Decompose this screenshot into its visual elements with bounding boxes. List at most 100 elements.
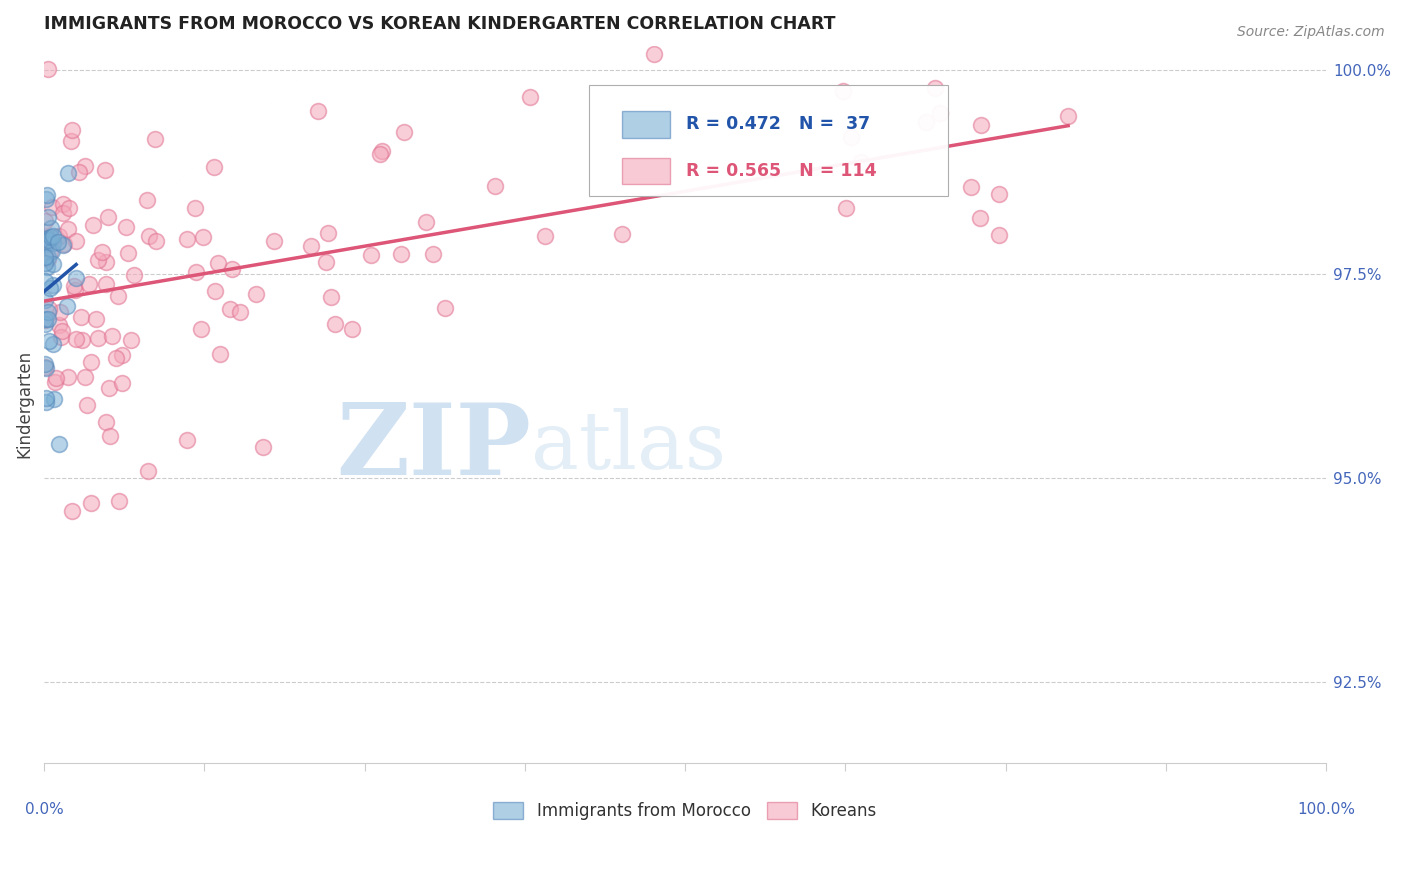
Point bbox=[263, 235, 285, 249]
Text: 100.0%: 100.0% bbox=[1298, 802, 1355, 817]
Point bbox=[38, 302, 60, 317]
Point bbox=[319, 290, 342, 304]
Point bbox=[44, 375, 66, 389]
Point bbox=[52, 238, 75, 252]
Point bbox=[39, 220, 62, 235]
Point bbox=[987, 186, 1010, 201]
Point bbox=[48, 436, 70, 450]
Point bbox=[299, 239, 322, 253]
Point bbox=[245, 287, 267, 301]
Point bbox=[82, 218, 104, 232]
Point bbox=[835, 201, 858, 215]
Point bbox=[60, 134, 83, 148]
Point bbox=[221, 261, 243, 276]
Point bbox=[34, 317, 56, 331]
Point bbox=[97, 210, 120, 224]
Point bbox=[45, 371, 67, 385]
Point bbox=[70, 310, 93, 324]
Text: R = 0.565   N = 114: R = 0.565 N = 114 bbox=[686, 161, 877, 180]
Point bbox=[34, 357, 56, 371]
Point bbox=[52, 206, 75, 220]
Point bbox=[108, 493, 131, 508]
Point bbox=[851, 155, 873, 169]
Point bbox=[190, 322, 212, 336]
Point bbox=[51, 330, 73, 344]
Point bbox=[98, 428, 121, 442]
Point bbox=[42, 229, 65, 244]
Point bbox=[316, 226, 339, 240]
Point bbox=[924, 81, 946, 95]
Point bbox=[41, 235, 63, 250]
Point bbox=[183, 202, 205, 216]
Y-axis label: Kindergarten: Kindergarten bbox=[15, 351, 32, 458]
Point bbox=[1057, 109, 1080, 123]
Point bbox=[145, 234, 167, 248]
Point bbox=[207, 256, 229, 270]
Point bbox=[35, 192, 58, 206]
Legend: Immigrants from Morocco, Koreans: Immigrants from Morocco, Koreans bbox=[486, 795, 883, 827]
Point bbox=[315, 254, 337, 268]
Point bbox=[229, 304, 252, 318]
Point bbox=[610, 227, 633, 241]
Point bbox=[35, 231, 58, 245]
Point bbox=[307, 103, 329, 118]
Point bbox=[929, 105, 952, 120]
Point bbox=[42, 277, 65, 292]
Point bbox=[484, 178, 506, 193]
Point bbox=[58, 201, 80, 215]
Point bbox=[46, 235, 69, 249]
Text: R = 0.472   N =  37: R = 0.472 N = 37 bbox=[686, 115, 870, 133]
Point bbox=[65, 271, 87, 285]
Point bbox=[104, 351, 127, 365]
Point bbox=[191, 230, 214, 244]
Point bbox=[643, 46, 665, 61]
Point bbox=[56, 222, 79, 236]
FancyBboxPatch shape bbox=[589, 85, 948, 196]
Point bbox=[434, 301, 457, 315]
Point bbox=[122, 268, 145, 282]
Point bbox=[204, 160, 226, 174]
Point bbox=[839, 130, 862, 145]
Point bbox=[145, 132, 167, 146]
Point bbox=[534, 229, 557, 244]
Point bbox=[65, 234, 87, 248]
FancyBboxPatch shape bbox=[623, 111, 669, 137]
Point bbox=[51, 324, 73, 338]
Point bbox=[34, 395, 56, 409]
Point bbox=[323, 317, 346, 331]
Point bbox=[138, 229, 160, 244]
Point bbox=[960, 180, 983, 194]
Point bbox=[117, 246, 139, 260]
Point bbox=[176, 232, 198, 246]
Point bbox=[209, 347, 232, 361]
Point bbox=[80, 355, 103, 369]
Text: 0.0%: 0.0% bbox=[25, 802, 63, 817]
Point bbox=[35, 361, 58, 376]
Point bbox=[34, 214, 56, 228]
Point bbox=[969, 211, 991, 226]
Point bbox=[38, 334, 60, 348]
Point bbox=[37, 312, 59, 326]
Point bbox=[111, 348, 134, 362]
Text: Source: ZipAtlas.com: Source: ZipAtlas.com bbox=[1237, 25, 1385, 39]
Point bbox=[94, 415, 117, 429]
Point bbox=[219, 301, 242, 316]
Point bbox=[60, 504, 83, 518]
Point bbox=[987, 228, 1010, 243]
Point bbox=[37, 231, 59, 245]
Point bbox=[915, 115, 938, 129]
Point bbox=[94, 254, 117, 268]
Point bbox=[41, 244, 63, 258]
Point bbox=[39, 230, 62, 244]
Point bbox=[37, 62, 59, 76]
Point bbox=[136, 464, 159, 478]
Point bbox=[115, 219, 138, 234]
Point bbox=[76, 399, 98, 413]
Point bbox=[65, 332, 87, 346]
Point bbox=[37, 251, 59, 265]
Point bbox=[519, 90, 541, 104]
Point bbox=[73, 159, 96, 173]
Point bbox=[101, 328, 124, 343]
Point bbox=[87, 330, 110, 344]
Text: IMMIGRANTS FROM MOROCCO VS KOREAN KINDERGARTEN CORRELATION CHART: IMMIGRANTS FROM MOROCCO VS KOREAN KINDER… bbox=[44, 15, 835, 33]
